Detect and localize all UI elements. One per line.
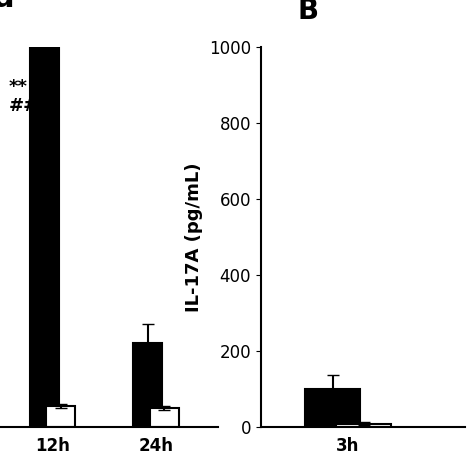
Y-axis label: IL-17A (pg/mL): IL-17A (pg/mL) xyxy=(185,162,203,312)
Bar xyxy=(133,343,162,427)
Text: **: ** xyxy=(9,78,27,96)
Text: ##: ## xyxy=(9,97,39,115)
Bar xyxy=(46,406,75,427)
Bar xyxy=(337,424,391,427)
Text: B: B xyxy=(297,0,319,25)
Bar xyxy=(30,0,59,427)
Bar xyxy=(150,408,179,427)
Bar xyxy=(305,389,360,427)
Text: od: od xyxy=(0,0,15,13)
